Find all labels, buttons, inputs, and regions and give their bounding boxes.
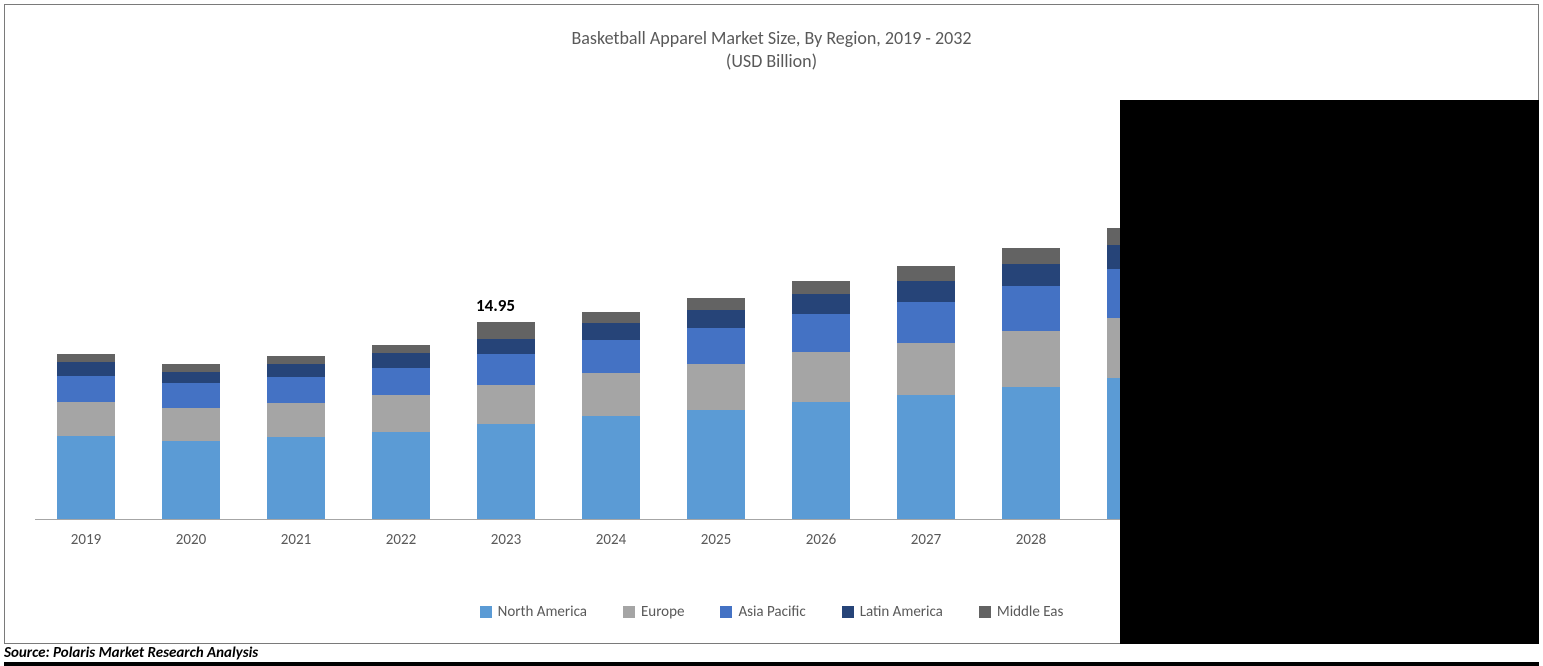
x-label-2025: 2025 xyxy=(676,531,756,549)
bar-2025 xyxy=(687,298,745,519)
segment-north-america xyxy=(582,416,640,519)
bar-2020 xyxy=(162,364,220,519)
segment-asia-pacific xyxy=(897,302,955,343)
legend-swatch xyxy=(480,606,492,618)
source-attribution: Source: Polaris Market Research Analysis xyxy=(4,644,258,662)
segment-middle-east-africa xyxy=(57,354,115,362)
segment-north-america xyxy=(792,402,850,519)
segment-asia-pacific xyxy=(57,376,115,402)
segment-asia-pacific xyxy=(267,377,325,403)
legend-label: Middle Eas xyxy=(997,603,1063,621)
legend-item-north-america: North America xyxy=(480,603,587,621)
legend-item-europe: Europe xyxy=(623,603,684,621)
legend-label: North America xyxy=(498,603,587,621)
title-line-2: (USD Billion) xyxy=(5,50,1538,73)
segment-latin-america xyxy=(1002,264,1060,286)
legend-swatch xyxy=(979,606,991,618)
x-label-2020: 2020 xyxy=(151,531,231,549)
segment-middle-east-africa xyxy=(162,364,220,371)
segment-asia-pacific xyxy=(477,354,535,384)
segment-middle-east-africa xyxy=(792,281,850,294)
segment-north-america xyxy=(687,410,745,519)
segment-latin-america xyxy=(162,372,220,384)
segment-asia-pacific xyxy=(792,314,850,352)
legend-item-asia-pacific: Asia Pacific xyxy=(720,603,805,621)
bottom-rule xyxy=(4,662,1539,666)
segment-middle-east-africa xyxy=(477,322,535,338)
overlay-block-0 xyxy=(1120,100,1539,566)
x-label-2019: 2019 xyxy=(46,531,126,549)
segment-asia-pacific xyxy=(582,340,640,373)
segment-europe xyxy=(57,402,115,436)
data-label-2023: 14.95 xyxy=(476,295,515,316)
legend-label: Asia Pacific xyxy=(738,603,805,621)
segment-europe xyxy=(687,364,745,410)
segment-latin-america xyxy=(372,353,430,367)
bar-2026 xyxy=(792,281,850,519)
segment-latin-america xyxy=(267,364,325,377)
segment-north-america xyxy=(267,437,325,519)
segment-middle-east-africa xyxy=(687,298,745,310)
legend-label: Latin America xyxy=(860,603,943,621)
chart-title: Basketball Apparel Market Size, By Regio… xyxy=(5,27,1538,74)
bar-2021 xyxy=(267,356,325,519)
segment-europe xyxy=(792,352,850,402)
segment-europe xyxy=(1002,331,1060,388)
x-label-2028: 2028 xyxy=(991,531,1071,549)
segment-europe xyxy=(477,385,535,425)
segment-north-america xyxy=(897,395,955,519)
segment-middle-east-africa xyxy=(372,345,430,354)
segment-latin-america xyxy=(582,323,640,340)
segment-europe xyxy=(267,403,325,437)
legend-swatch xyxy=(623,606,635,618)
segment-latin-america xyxy=(687,310,745,328)
segment-north-america xyxy=(57,436,115,519)
bar-2022 xyxy=(372,345,430,519)
segment-latin-america xyxy=(57,362,115,375)
title-line-1: Basketball Apparel Market Size, By Regio… xyxy=(5,27,1538,50)
legend-swatch xyxy=(720,606,732,618)
segment-middle-east-africa xyxy=(582,312,640,323)
bar-2028 xyxy=(1002,248,1060,519)
segment-north-america xyxy=(477,424,535,519)
legend-label: Europe xyxy=(641,603,684,621)
segment-north-america xyxy=(162,441,220,519)
bar-2023 xyxy=(477,322,535,519)
segment-middle-east-africa xyxy=(1002,248,1060,264)
segment-north-america xyxy=(372,432,430,519)
x-label-2026: 2026 xyxy=(781,531,861,549)
segment-middle-east-africa xyxy=(897,266,955,280)
x-label-2021: 2021 xyxy=(256,531,336,549)
bar-2024 xyxy=(582,312,640,519)
legend-item-middle-east-africa: Middle Eas xyxy=(979,603,1063,621)
segment-north-america xyxy=(1002,387,1060,519)
bar-2027 xyxy=(897,266,955,519)
segment-latin-america xyxy=(897,281,955,302)
legend-item-latin-america: Latin America xyxy=(842,603,943,621)
x-label-2024: 2024 xyxy=(571,531,651,549)
segment-asia-pacific xyxy=(1002,286,1060,331)
segment-middle-east-africa xyxy=(267,356,325,364)
x-label-2022: 2022 xyxy=(361,531,441,549)
segment-europe xyxy=(162,408,220,441)
x-label-2023: 2023 xyxy=(466,531,546,549)
bar-2019 xyxy=(57,354,115,519)
overlay-block-1 xyxy=(1120,566,1539,644)
segment-europe xyxy=(582,373,640,416)
legend-swatch xyxy=(842,606,854,618)
segment-europe xyxy=(897,343,955,396)
segment-latin-america xyxy=(477,339,535,355)
x-label-2027: 2027 xyxy=(886,531,966,549)
segment-asia-pacific xyxy=(162,383,220,408)
segment-latin-america xyxy=(792,294,850,314)
segment-asia-pacific xyxy=(687,328,745,364)
segment-europe xyxy=(372,395,430,432)
segment-asia-pacific xyxy=(372,368,430,396)
